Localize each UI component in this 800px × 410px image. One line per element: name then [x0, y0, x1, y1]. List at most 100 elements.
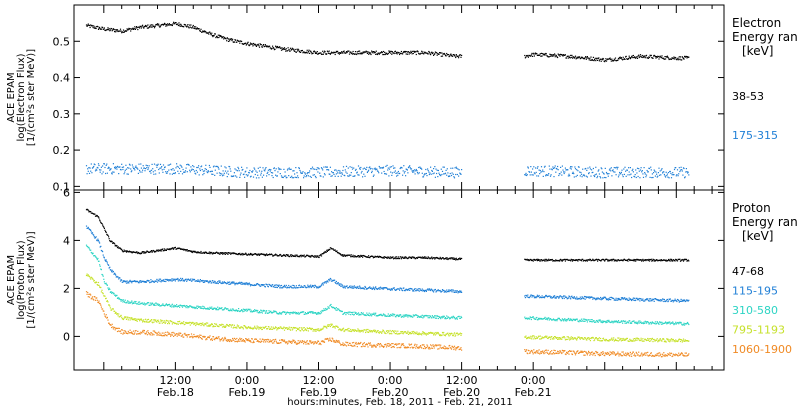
data-point: [330, 52, 332, 54]
data-point: [153, 303, 156, 305]
data-point: [124, 171, 126, 173]
data-point: [640, 298, 642, 300]
data-point: [631, 299, 633, 302]
data-point: [270, 172, 272, 174]
data-point: [98, 284, 100, 286]
data-point: [564, 320, 566, 322]
data-point: [684, 176, 686, 178]
data-point: [617, 321, 619, 323]
data-point: [179, 25, 181, 27]
data-point: [383, 170, 385, 173]
data-point: [300, 285, 302, 287]
data-point: [428, 289, 430, 291]
data-point: [633, 299, 635, 301]
data-point: [340, 175, 342, 177]
data-point: [197, 252, 199, 254]
data-point: [437, 169, 439, 172]
data-point: [610, 299, 612, 301]
data-point: [325, 281, 327, 283]
data-point: [156, 24, 158, 26]
data-point: [525, 56, 527, 58]
data-point: [282, 176, 284, 179]
data-point: [545, 294, 547, 297]
data-point: [328, 169, 330, 171]
data-point: [404, 51, 406, 53]
data-point: [529, 174, 531, 176]
data-point: [206, 171, 208, 173]
data-point: [687, 300, 689, 302]
data-point: [628, 297, 630, 299]
data-point: [666, 298, 668, 301]
data-point: [608, 173, 610, 175]
data-point: [279, 311, 281, 314]
data-point: [593, 60, 595, 62]
data-point: [445, 318, 447, 320]
data-point: [150, 172, 152, 174]
data-point: [128, 317, 131, 319]
data-point: [550, 296, 552, 298]
data-point: [122, 166, 125, 168]
data-point: [416, 50, 419, 52]
data-point: [554, 167, 556, 169]
data-point: [235, 175, 237, 177]
data-point: [443, 173, 445, 175]
data-point: [657, 172, 659, 174]
data-point: [363, 173, 365, 175]
data-point: [619, 321, 621, 323]
data-point: [535, 318, 537, 320]
data-point: [329, 53, 331, 55]
data-point: [139, 169, 141, 172]
data-point: [130, 168, 132, 170]
data-point: [375, 286, 377, 288]
data-point: [126, 173, 128, 175]
data-point: [598, 60, 600, 62]
data-point: [345, 314, 347, 316]
data-point: [303, 254, 305, 256]
data-point: [158, 250, 160, 252]
data-point: [626, 322, 628, 324]
data-point: [602, 172, 605, 174]
data-point: [107, 27, 109, 29]
data-point: [351, 285, 353, 287]
data-point: [393, 167, 395, 169]
data-point: [636, 172, 638, 174]
data-point: [542, 53, 544, 55]
data-point: [402, 170, 404, 172]
data-point: [657, 56, 659, 58]
data-point: [440, 258, 442, 260]
data-point: [278, 313, 280, 315]
data-point: [209, 166, 211, 168]
data-point: [245, 170, 247, 172]
data-point: [101, 250, 103, 252]
data-point: [109, 266, 111, 268]
data-point: [220, 252, 222, 254]
data-point: [374, 168, 376, 170]
data-point: [306, 49, 308, 51]
data-point: [371, 170, 373, 172]
data-point: [396, 172, 398, 174]
data-point: [566, 296, 568, 298]
data-point: [238, 308, 240, 310]
data-point: [682, 324, 685, 326]
data-point: [408, 166, 410, 168]
data-point: [108, 167, 110, 169]
data-point: [635, 299, 637, 301]
data-point: [124, 299, 126, 301]
data-point: [198, 28, 200, 30]
data-point: [212, 253, 214, 255]
data-point: [113, 171, 115, 173]
data-point: [350, 287, 352, 289]
data-point: [112, 308, 114, 310]
data-point: [421, 168, 423, 170]
data-point: [321, 168, 323, 170]
data-point: [113, 273, 115, 275]
data-point: [427, 169, 429, 172]
data-point: [186, 25, 188, 27]
data-point: [261, 176, 263, 178]
data-point: [369, 315, 371, 317]
data-point: [243, 173, 245, 175]
data-point: [608, 319, 610, 321]
data-point: [292, 170, 294, 172]
data-point: [155, 302, 157, 304]
data-point: [406, 315, 408, 317]
